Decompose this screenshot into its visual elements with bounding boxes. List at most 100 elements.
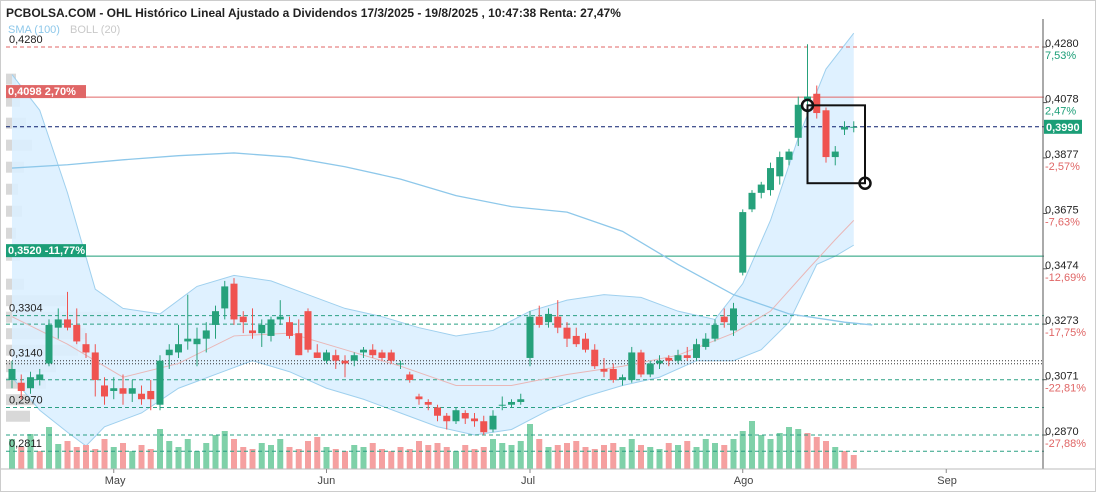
measure-rectangle[interactable] bbox=[806, 104, 866, 185]
volume-bar bbox=[425, 445, 432, 469]
candle-body bbox=[489, 415, 497, 430]
candle bbox=[850, 121, 858, 133]
volume-bar bbox=[841, 451, 848, 469]
candle-body bbox=[101, 385, 108, 397]
support-badge-bg bbox=[6, 244, 86, 258]
axis-pct-label: -12,69% bbox=[1045, 272, 1086, 284]
candle bbox=[841, 121, 848, 136]
volume-bar bbox=[203, 443, 210, 469]
candle bbox=[82, 333, 90, 358]
candle-body bbox=[443, 415, 451, 422]
candle bbox=[822, 107, 830, 163]
candle bbox=[175, 324, 182, 358]
candle-body bbox=[110, 388, 118, 391]
candle bbox=[813, 85, 821, 119]
candle bbox=[646, 360, 654, 378]
candle-body bbox=[572, 335, 580, 345]
candle bbox=[545, 308, 552, 328]
volume-bar bbox=[397, 447, 404, 469]
support-badge: 0,3520 -11,77% bbox=[6, 244, 86, 258]
volume-bar bbox=[490, 439, 496, 469]
candle bbox=[360, 346, 367, 358]
candle bbox=[794, 96, 802, 147]
bollinger-upper-line bbox=[11, 32, 855, 337]
volume-bar bbox=[323, 447, 330, 469]
candle bbox=[637, 349, 645, 378]
resistance-badge: 0,4098 2,70% bbox=[6, 85, 86, 99]
volume-bar bbox=[305, 441, 311, 469]
candle-body bbox=[526, 316, 534, 358]
current-price-tag: 0,3990 bbox=[1044, 119, 1082, 134]
candle-body bbox=[175, 344, 182, 353]
candle bbox=[332, 349, 340, 369]
candle-body bbox=[619, 377, 626, 380]
candle-body bbox=[156, 360, 164, 405]
volume-bar bbox=[434, 443, 441, 469]
candle bbox=[535, 305, 543, 328]
candle bbox=[304, 308, 312, 353]
candle-body bbox=[397, 363, 404, 365]
axis-pct-label: -22,81% bbox=[1045, 383, 1086, 395]
candle bbox=[443, 412, 451, 430]
volume-bar bbox=[527, 424, 533, 469]
candle-body bbox=[813, 93, 821, 114]
sma-100-line bbox=[11, 152, 873, 326]
candle bbox=[73, 308, 81, 345]
candle bbox=[600, 357, 608, 378]
candle bbox=[91, 344, 99, 397]
candle bbox=[221, 280, 229, 320]
candle-body bbox=[82, 344, 90, 353]
candle-body bbox=[646, 363, 654, 375]
drawing-tool[interactable] bbox=[800, 98, 872, 190]
candle bbox=[517, 393, 525, 405]
volume-bar bbox=[850, 455, 857, 469]
volume-bar bbox=[221, 431, 228, 469]
volume-profile-bar bbox=[6, 394, 42, 406]
volume-bar bbox=[564, 443, 570, 469]
volume-bar bbox=[360, 447, 367, 469]
candle-body bbox=[683, 355, 691, 358]
volume-bar bbox=[628, 439, 635, 469]
candle-body bbox=[461, 412, 469, 419]
candle-body bbox=[674, 355, 682, 361]
candle bbox=[45, 319, 53, 367]
volume-bar bbox=[157, 429, 163, 469]
axis-price-label: 0,3071 bbox=[1045, 371, 1079, 383]
volume-bar bbox=[702, 439, 709, 469]
volume-bar bbox=[388, 451, 395, 469]
axis-price-label: 0,3273 bbox=[1045, 315, 1079, 327]
candle bbox=[739, 209, 747, 276]
volume-bar bbox=[55, 444, 62, 469]
volume-bar bbox=[480, 447, 487, 469]
candle-body bbox=[535, 316, 543, 325]
measure-handle-start[interactable] bbox=[800, 98, 815, 113]
axis-price-label: 0,3877 bbox=[1045, 149, 1079, 161]
candle bbox=[249, 308, 256, 339]
measure-handle-end[interactable] bbox=[858, 176, 872, 190]
candle-body bbox=[739, 212, 747, 273]
volume-bar bbox=[406, 449, 413, 469]
volume-bar bbox=[471, 449, 478, 469]
candle-body bbox=[767, 168, 774, 191]
time-axis: May Jun Jul Ago Sep bbox=[1, 468, 1095, 487]
candle bbox=[693, 338, 700, 361]
volume-bar bbox=[92, 449, 99, 469]
candle bbox=[498, 396, 506, 411]
candle bbox=[378, 349, 386, 361]
candle-body bbox=[295, 333, 303, 356]
candle bbox=[563, 322, 571, 347]
volume-bar bbox=[712, 443, 718, 469]
volume-bar bbox=[147, 449, 154, 469]
level-label: 0,3140 bbox=[9, 348, 43, 360]
axis-pct-label: -27,88% bbox=[1045, 438, 1086, 450]
volume-bar bbox=[721, 445, 728, 469]
axis-price-label: 0,3675 bbox=[1045, 204, 1079, 216]
candle-body bbox=[378, 352, 386, 358]
axis-price-label: 0,4280 bbox=[1045, 38, 1079, 50]
candle bbox=[267, 316, 275, 342]
candle-body bbox=[17, 382, 25, 391]
volume-bar bbox=[249, 449, 256, 469]
level-label: 0,4280 bbox=[9, 34, 43, 46]
volume-profile-bar bbox=[6, 73, 16, 85]
candle-body bbox=[720, 316, 728, 323]
